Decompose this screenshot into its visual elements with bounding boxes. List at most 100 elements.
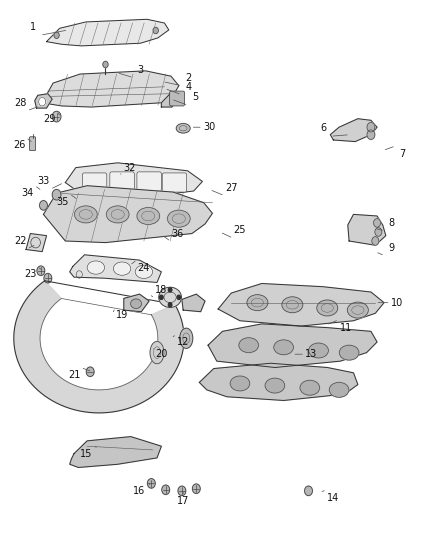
Ellipse shape bbox=[329, 382, 349, 397]
Ellipse shape bbox=[230, 376, 250, 391]
Circle shape bbox=[374, 219, 381, 227]
Polygon shape bbox=[46, 19, 169, 46]
Polygon shape bbox=[70, 437, 161, 467]
Text: 30: 30 bbox=[203, 122, 215, 132]
Text: 33: 33 bbox=[37, 176, 49, 187]
Text: 16: 16 bbox=[134, 486, 146, 496]
Ellipse shape bbox=[339, 345, 359, 360]
Polygon shape bbox=[182, 294, 205, 312]
Text: 20: 20 bbox=[155, 349, 168, 359]
Text: 21: 21 bbox=[68, 370, 80, 381]
Polygon shape bbox=[218, 284, 384, 326]
FancyBboxPatch shape bbox=[162, 173, 187, 192]
Text: 19: 19 bbox=[116, 310, 128, 320]
Text: 34: 34 bbox=[21, 188, 34, 198]
Circle shape bbox=[44, 273, 52, 283]
Polygon shape bbox=[199, 364, 358, 400]
Circle shape bbox=[177, 295, 180, 300]
Polygon shape bbox=[124, 294, 149, 312]
Ellipse shape bbox=[74, 206, 97, 223]
Text: 8: 8 bbox=[389, 218, 395, 228]
Ellipse shape bbox=[239, 338, 258, 353]
Polygon shape bbox=[348, 214, 386, 245]
Ellipse shape bbox=[150, 342, 164, 364]
Text: 4: 4 bbox=[185, 82, 191, 92]
Text: 14: 14 bbox=[327, 492, 339, 503]
Ellipse shape bbox=[180, 328, 193, 349]
Circle shape bbox=[52, 189, 61, 200]
FancyBboxPatch shape bbox=[137, 172, 161, 191]
Polygon shape bbox=[26, 233, 46, 252]
Circle shape bbox=[367, 130, 375, 140]
Text: 9: 9 bbox=[389, 243, 395, 253]
Ellipse shape bbox=[135, 265, 152, 278]
Circle shape bbox=[39, 200, 47, 210]
Text: 10: 10 bbox=[391, 297, 403, 308]
Ellipse shape bbox=[274, 340, 293, 355]
Polygon shape bbox=[208, 324, 377, 368]
Text: 23: 23 bbox=[24, 270, 36, 279]
Text: 12: 12 bbox=[177, 337, 189, 347]
Circle shape bbox=[304, 486, 312, 496]
Text: 28: 28 bbox=[14, 98, 27, 108]
Ellipse shape bbox=[131, 299, 141, 309]
Circle shape bbox=[103, 61, 108, 68]
Circle shape bbox=[168, 288, 172, 292]
Polygon shape bbox=[35, 94, 52, 108]
Circle shape bbox=[39, 98, 46, 106]
Text: 15: 15 bbox=[80, 449, 92, 458]
Ellipse shape bbox=[282, 297, 303, 313]
Text: 22: 22 bbox=[14, 236, 27, 246]
Text: 32: 32 bbox=[124, 163, 136, 173]
Text: 26: 26 bbox=[13, 140, 25, 150]
FancyBboxPatch shape bbox=[110, 172, 134, 191]
Circle shape bbox=[153, 27, 158, 34]
Ellipse shape bbox=[137, 207, 159, 224]
Text: 18: 18 bbox=[155, 286, 167, 295]
Text: 1: 1 bbox=[30, 22, 36, 33]
Circle shape bbox=[52, 111, 61, 122]
Text: 3: 3 bbox=[138, 65, 144, 75]
Text: 2: 2 bbox=[185, 73, 191, 83]
Circle shape bbox=[54, 32, 59, 38]
Text: 13: 13 bbox=[305, 349, 318, 359]
Polygon shape bbox=[42, 71, 179, 107]
Text: 27: 27 bbox=[225, 183, 237, 193]
Polygon shape bbox=[14, 281, 184, 413]
Text: 29: 29 bbox=[43, 114, 56, 124]
FancyBboxPatch shape bbox=[170, 91, 184, 106]
Ellipse shape bbox=[317, 300, 338, 316]
FancyBboxPatch shape bbox=[29, 137, 35, 151]
Polygon shape bbox=[330, 119, 377, 142]
Text: 6: 6 bbox=[321, 123, 327, 133]
Text: 5: 5 bbox=[192, 92, 198, 102]
Ellipse shape bbox=[106, 206, 129, 223]
Text: 7: 7 bbox=[399, 149, 406, 159]
Text: 24: 24 bbox=[138, 263, 150, 272]
Text: 25: 25 bbox=[234, 225, 246, 236]
Ellipse shape bbox=[309, 343, 328, 358]
Polygon shape bbox=[65, 163, 202, 196]
Text: 17: 17 bbox=[177, 496, 189, 506]
Circle shape bbox=[148, 479, 155, 488]
Ellipse shape bbox=[159, 287, 181, 308]
Polygon shape bbox=[161, 94, 180, 107]
Circle shape bbox=[192, 484, 200, 494]
Ellipse shape bbox=[87, 261, 105, 274]
Text: 11: 11 bbox=[339, 322, 352, 333]
Circle shape bbox=[162, 485, 170, 495]
Text: 36: 36 bbox=[171, 229, 184, 239]
Ellipse shape bbox=[347, 302, 368, 318]
Circle shape bbox=[37, 266, 45, 276]
Ellipse shape bbox=[265, 378, 285, 393]
Ellipse shape bbox=[167, 210, 190, 227]
Polygon shape bbox=[70, 255, 161, 282]
Ellipse shape bbox=[300, 380, 320, 395]
Circle shape bbox=[159, 295, 163, 300]
Ellipse shape bbox=[176, 124, 190, 133]
FancyBboxPatch shape bbox=[82, 173, 107, 192]
Circle shape bbox=[86, 367, 94, 376]
Ellipse shape bbox=[113, 262, 131, 275]
Circle shape bbox=[168, 303, 172, 307]
Ellipse shape bbox=[247, 295, 268, 311]
